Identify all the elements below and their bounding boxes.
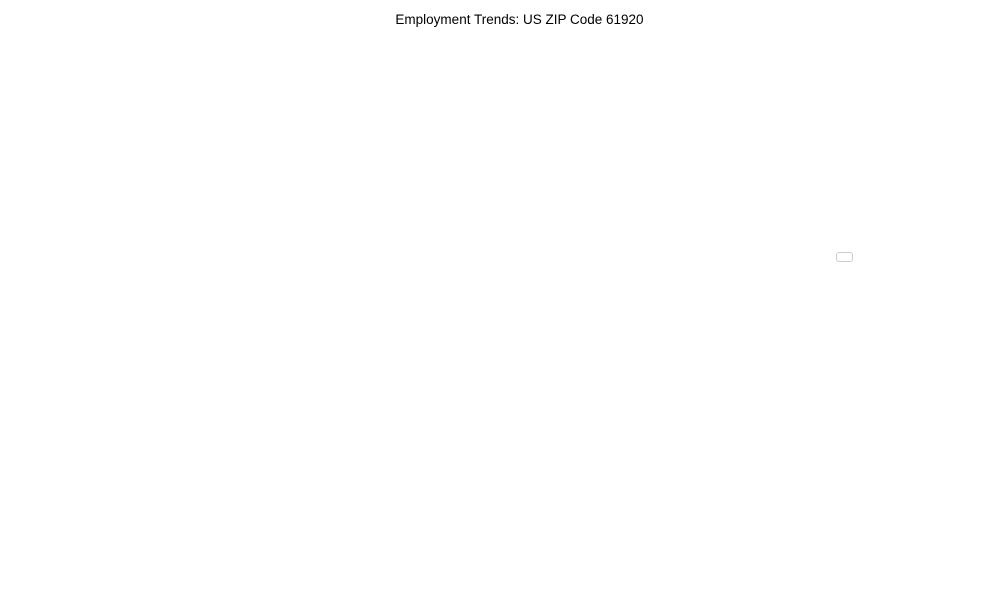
chart-title: Employment Trends: US ZIP Code 61920 bbox=[395, 12, 644, 27]
legend bbox=[836, 252, 853, 262]
